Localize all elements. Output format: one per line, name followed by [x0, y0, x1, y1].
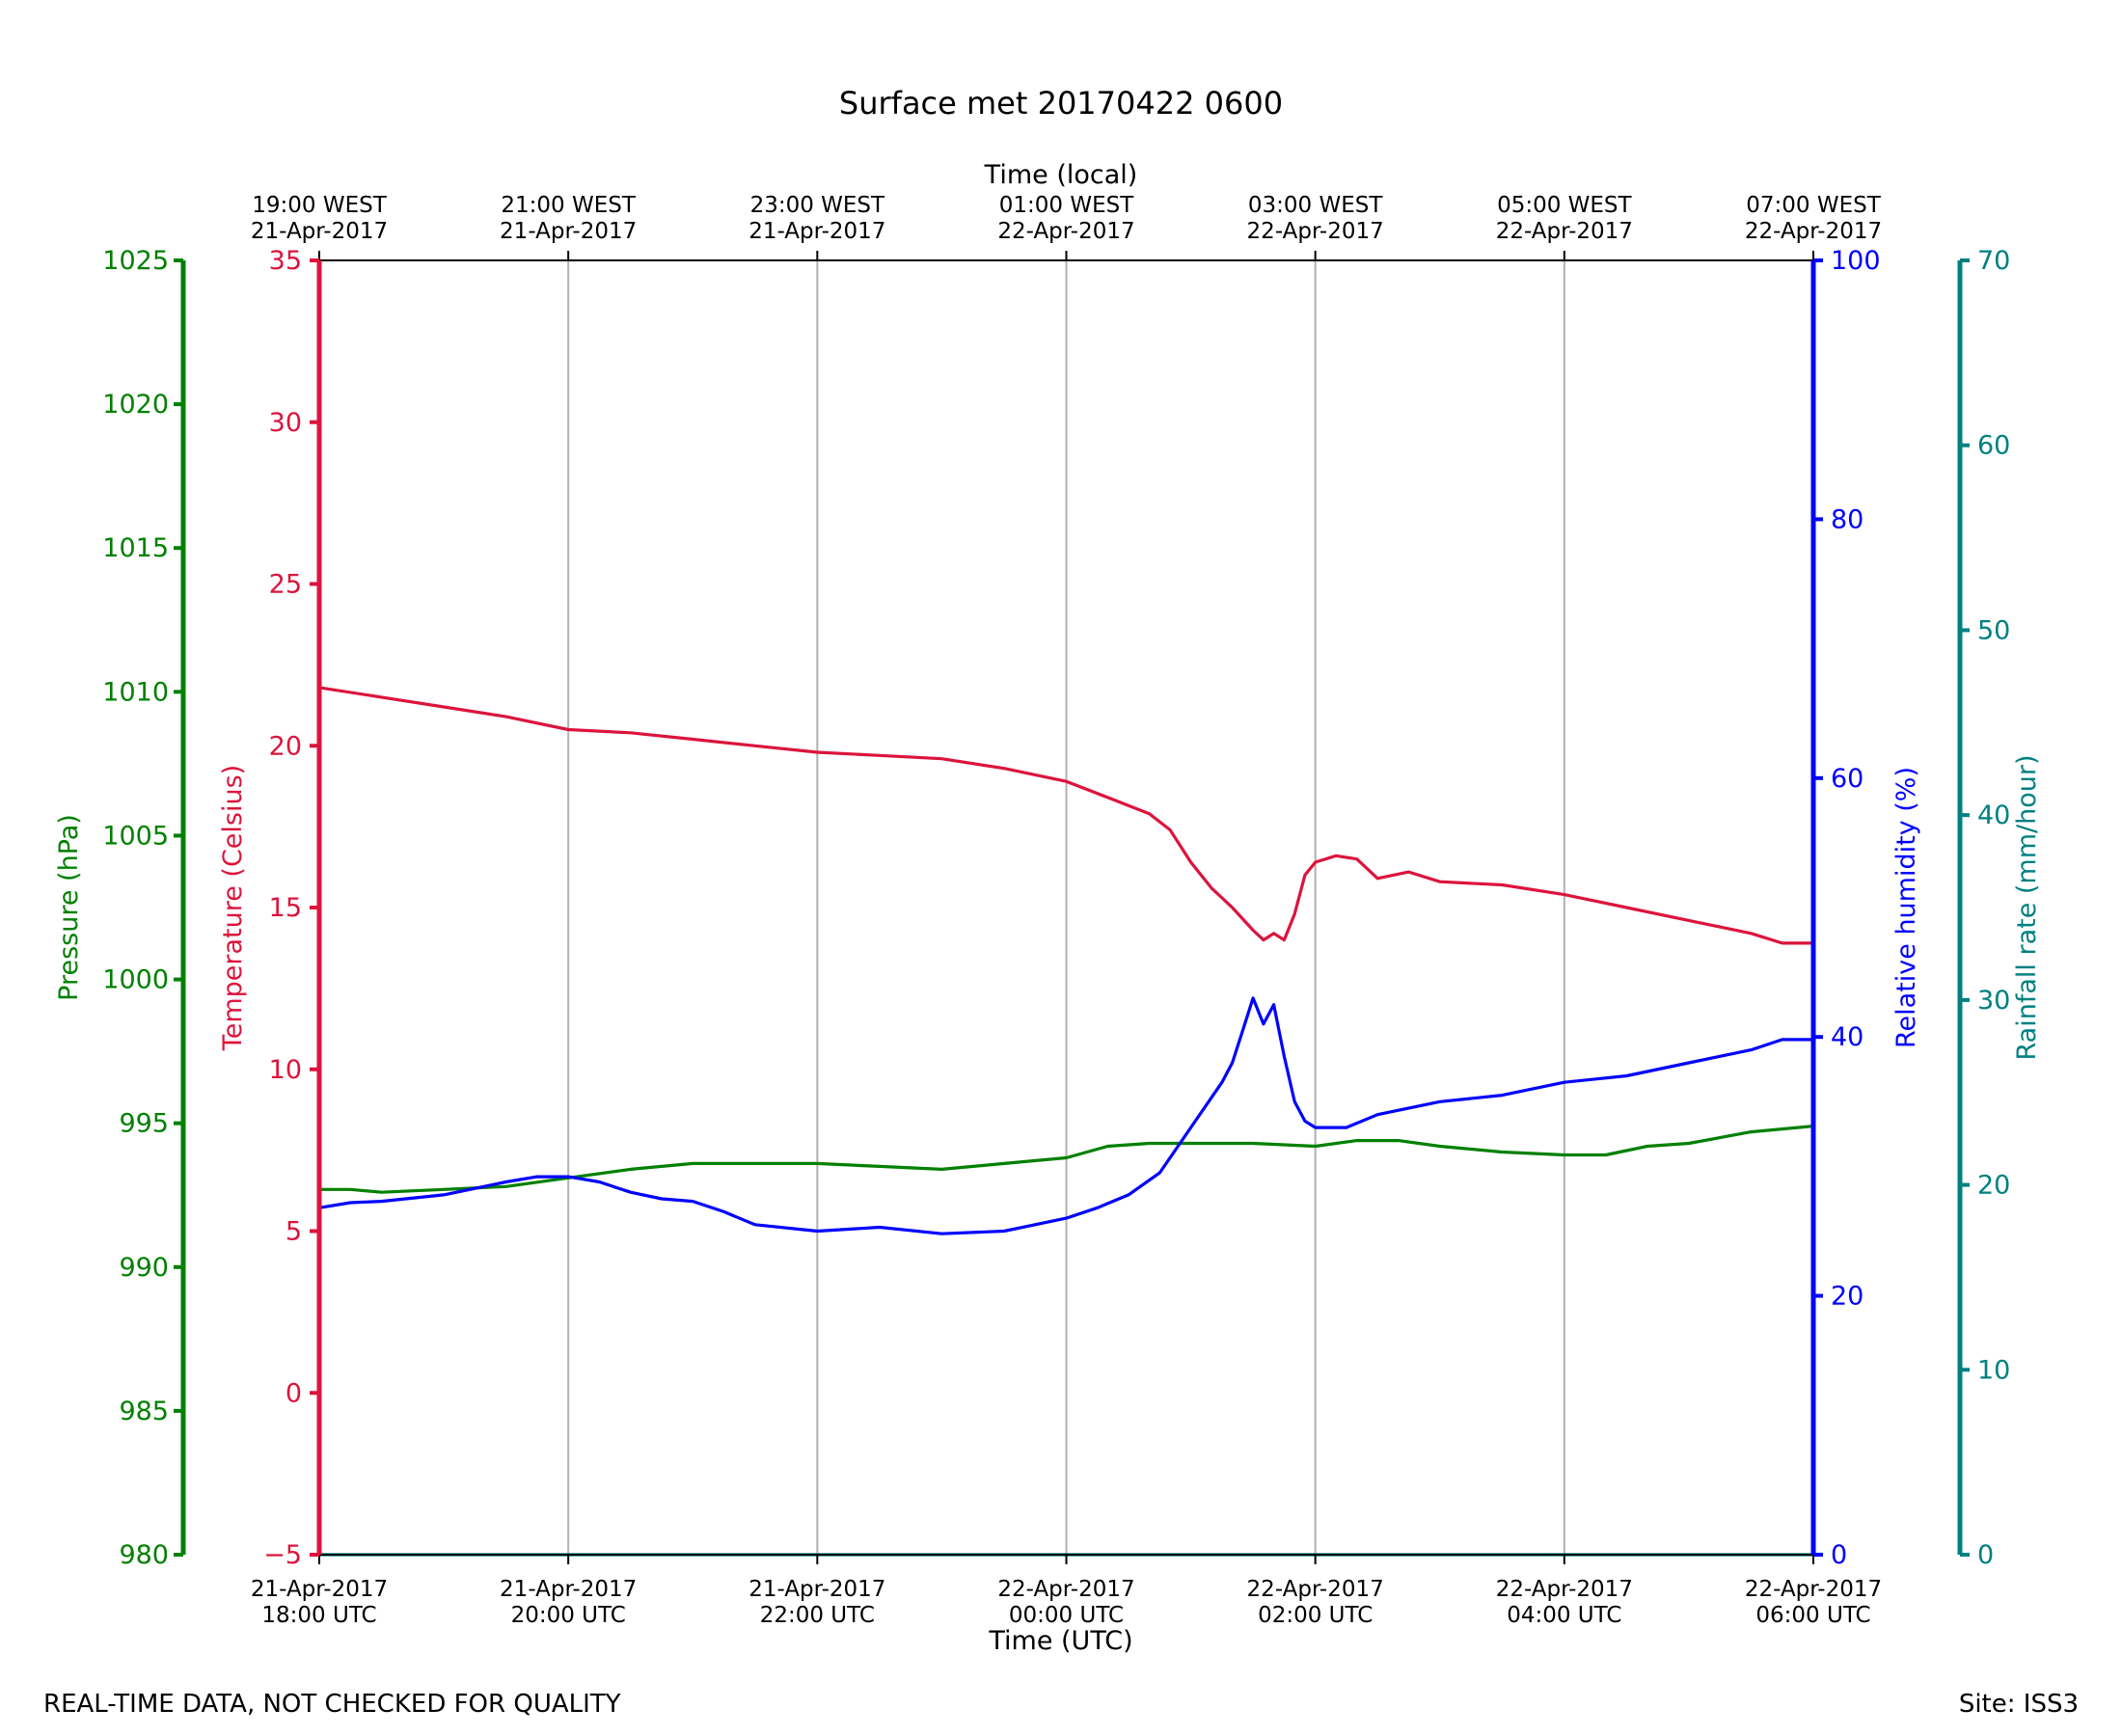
x-axis-label: Time (UTC) [988, 1626, 1132, 1656]
pressure-tick-label: 985 [119, 1397, 169, 1426]
rainfall-tick-label: 10 [1977, 1355, 2010, 1385]
pressure-tick-label: 1015 [102, 533, 169, 563]
x-tick-label: 18:00 UTC [261, 1603, 376, 1628]
top-tick-label: 19:00 WEST [252, 193, 387, 218]
humidity-tick-label: 20 [1831, 1282, 1864, 1312]
temperature-tick-label: 10 [269, 1055, 302, 1085]
humidity-axis-label: Relative humidity (%) [1891, 767, 1921, 1048]
pressure-tick-label: 1010 [102, 677, 169, 707]
top-tick-label: 21-Apr-2017 [748, 219, 885, 244]
humidity-tick-label: 40 [1831, 1022, 1864, 1052]
temperature-tick-label: 0 [286, 1378, 302, 1408]
temperature-tick-label: 30 [269, 408, 302, 438]
rainfall-tick-label: 40 [1977, 800, 2010, 830]
x-tick-label: 22-Apr-2017 [997, 1577, 1134, 1602]
x-tick-label: 22:00 UTC [760, 1603, 875, 1628]
grid [567, 260, 1565, 1555]
chart-title: Surface met 20170422 0600 [839, 85, 1283, 122]
quality-note: REAL-TIME DATA, NOT CHECKED FOR QUALITY [43, 1690, 621, 1719]
pressure-tick-label: 1025 [102, 246, 169, 276]
top-tick-label: 22-Apr-2017 [997, 219, 1134, 244]
x-tick-label: 04:00 UTC [1507, 1603, 1621, 1628]
rainfall-tick-label: 20 [1977, 1171, 2010, 1201]
humidity-series-line [318, 996, 1813, 1235]
rainfall-axis-label: Rainfall rate (mm/hour) [2012, 755, 2042, 1061]
x-tick-label: 22-Apr-2017 [1745, 1577, 1882, 1602]
x-tick-label: 22-Apr-2017 [1247, 1577, 1384, 1602]
pressure-tick-label: 995 [119, 1109, 169, 1139]
top-tick-label: 01:00 WEST [999, 193, 1134, 218]
temperature-series-line [318, 686, 1813, 945]
humidity-tick-label: 80 [1831, 504, 1864, 534]
top-tick-label: 21:00 WEST [501, 193, 636, 218]
top-tick-label: 23:00 WEST [750, 193, 885, 218]
x-tick-label: 02:00 UTC [1258, 1603, 1373, 1628]
x-tick-label: 21-Apr-2017 [251, 1577, 388, 1602]
x-tick-label: 21-Apr-2017 [500, 1577, 637, 1602]
top-axis-label: Time (local) [984, 160, 1138, 190]
top-tick-label: 05:00 WEST [1497, 193, 1632, 218]
top-tick-label: 21-Apr-2017 [251, 219, 388, 244]
pressure-tick-label: 1020 [102, 390, 169, 420]
temperature-tick-label: 15 [269, 893, 302, 923]
temperature-tick-label: 35 [269, 246, 302, 276]
x-tick-label: 22-Apr-2017 [1496, 1577, 1633, 1602]
top-tick-label: 03:00 WEST [1248, 193, 1383, 218]
x-tick-label: 06:00 UTC [1755, 1603, 1870, 1628]
rainfall-tick-label: 0 [1977, 1540, 1994, 1570]
pressure-series-line [319, 1125, 1814, 1194]
temperature-tick-label: 20 [269, 731, 302, 761]
humidity-tick-label: 60 [1831, 764, 1864, 794]
x-tick-label: 20:00 UTC [511, 1603, 626, 1628]
pressure-axis-label: Pressure (hPa) [54, 814, 84, 1001]
x-tick-label: 21-Apr-2017 [748, 1577, 885, 1602]
pressure-tick-label: 990 [119, 1253, 169, 1283]
temperature-tick-label: 25 [269, 570, 302, 600]
rainfall-tick-label: 30 [1977, 986, 2010, 1016]
temperature-tick-label: 5 [286, 1217, 302, 1247]
pressure-tick-label: 1005 [102, 821, 169, 851]
temperature-axis-label: Temperature (Celsius) [218, 765, 248, 1051]
pressure-tick-label: 980 [119, 1540, 169, 1570]
rainfall-tick-label: 50 [1977, 615, 2010, 645]
top-tick-label: 07:00 WEST [1746, 193, 1881, 218]
pressure-tick-label: 1000 [102, 965, 169, 995]
rainfall-tick-label: 70 [1977, 246, 2010, 276]
top-tick-label: 22-Apr-2017 [1247, 219, 1384, 244]
temperature-tick-label: −5 [263, 1540, 302, 1570]
site-label: Site: ISS3 [1959, 1690, 2079, 1719]
top-tick-label: 22-Apr-2017 [1496, 219, 1633, 244]
humidity-tick-label: 0 [1831, 1540, 1847, 1570]
humidity-tick-label: 100 [1831, 246, 1881, 276]
x-tick-label: 00:00 UTC [1009, 1603, 1124, 1628]
top-tick-label: 22-Apr-2017 [1745, 219, 1882, 244]
top-tick-label: 21-Apr-2017 [500, 219, 637, 244]
rainfall-tick-label: 60 [1977, 431, 2010, 461]
